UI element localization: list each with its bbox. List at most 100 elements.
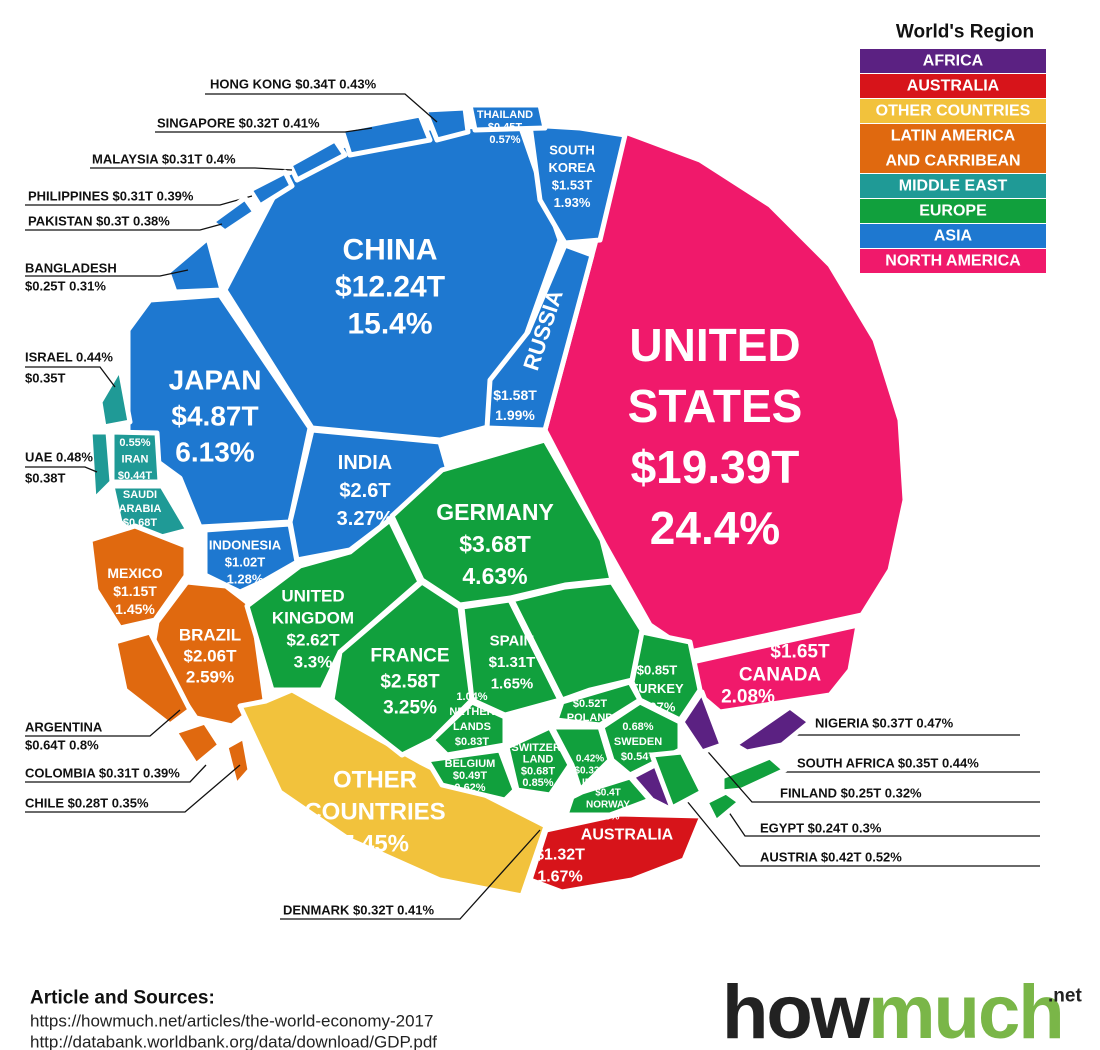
country: 1.04% NETHER LANDS $0.83T	[429, 691, 508, 758]
country-label: 3.25%	[383, 698, 437, 719]
legend-label: AND CARRIBEAN	[885, 153, 1020, 170]
country-label: $2.58T	[380, 672, 440, 693]
country-label: 0.68%	[622, 721, 653, 733]
country: ISRAEL 0.44% $0.35T	[25, 350, 133, 430]
country-label: $2.62T	[287, 631, 341, 650]
legend-swatch	[860, 99, 1046, 123]
country-label: STATES	[628, 380, 803, 432]
country: SINGAPORE $0.32T 0.41%	[155, 112, 433, 158]
country-cell	[109, 429, 163, 485]
country-label: NETHER	[449, 706, 494, 718]
legend-label: NORTH AMERICA	[885, 253, 1021, 270]
leader-line	[155, 127, 373, 133]
country-cell	[209, 195, 258, 235]
country-cell	[165, 235, 225, 295]
country-label: INDIA	[338, 452, 392, 474]
legend-label: EUROPE	[919, 203, 987, 220]
legend-label: OTHER COUNTRIES	[876, 103, 1031, 120]
country: MEXICO $1.15T 1.45%	[87, 523, 189, 631]
leader-line	[205, 93, 438, 123]
callout-label: ISRAEL 0.44%	[25, 350, 113, 365]
country: FRANCE $2.58T 3.25%	[329, 579, 475, 758]
country-label: SOUTH	[549, 143, 595, 158]
leader-line	[25, 764, 207, 783]
country-label: CANADA	[739, 665, 822, 686]
country-label: TURKEY	[630, 681, 684, 696]
callout-label: EGYPT $0.24T 0.3%	[760, 821, 882, 836]
legend-swatch	[860, 49, 1046, 73]
country-label: UNITED	[281, 587, 344, 606]
country-label: BELGIUM	[445, 758, 496, 770]
country-cell	[87, 429, 115, 503]
country-label: $1.53T	[552, 178, 593, 193]
legend-swatch	[860, 199, 1046, 223]
legend-label: LATIN AMERICA	[891, 128, 1016, 145]
country: ARGENTINA $0.64T 0.8%	[25, 629, 193, 753]
leader-line	[25, 709, 181, 737]
brand-logo: howmuch	[722, 970, 1063, 1050]
country-label: $1.65T	[770, 642, 830, 663]
country-label: NORWAY	[586, 800, 630, 811]
country: AUSTRIA $0.42T 0.52%	[681, 789, 1040, 867]
country-cell	[287, 137, 348, 183]
country-label: KINGDOM	[272, 609, 354, 628]
country-cell	[542, 129, 908, 655]
country-label: THAILAND	[477, 109, 533, 121]
country-label: BRAZIL	[179, 626, 241, 645]
country-cell	[549, 724, 613, 793]
leader-line	[25, 366, 116, 388]
country-label: JAPAN	[169, 365, 262, 396]
country-label: CHINA	[343, 234, 438, 267]
country-label: $1.15T	[113, 583, 157, 599]
country-cell	[247, 169, 295, 209]
country-label: 2.59%	[186, 668, 234, 687]
country-label: $1.32T	[535, 847, 585, 864]
country-label: 1.28%	[227, 572, 264, 587]
country-label: $1.02T	[225, 555, 266, 570]
country-label: 24.4%	[650, 502, 780, 554]
callout-label: DENMARK $0.32T 0.41%	[283, 903, 434, 918]
country-label: FRANCE	[370, 646, 449, 667]
country-cell	[172, 719, 223, 768]
legend-label: AUSTRALIA	[907, 78, 1000, 95]
country-label: 6.13%	[175, 437, 254, 468]
leader-line	[25, 223, 223, 231]
country-label: $0.52T	[573, 698, 608, 710]
country-label: SPAIN	[490, 633, 535, 650]
callout-label: NIGERIA $0.37T 0.47%	[815, 716, 954, 731]
country-label: 3.27%	[337, 508, 394, 530]
leader-line	[280, 829, 541, 920]
country-label: KOREA	[549, 160, 597, 175]
leader-line	[90, 167, 293, 171]
callout-label: PHILIPPINES $0.31T 0.39%	[28, 189, 194, 204]
country-label: 1.99%	[495, 407, 535, 423]
callout-label: PAKISTAN $0.3T 0.38%	[28, 214, 170, 229]
country-label: OTHER	[333, 767, 417, 794]
country-cell	[87, 523, 189, 631]
country-cell	[223, 734, 253, 789]
country-label: 2.08%	[721, 687, 775, 708]
country: PHILIPPINES $0.31T 0.39%	[25, 169, 295, 209]
country: SOUTH KOREA $1.53T 1.93%	[527, 122, 628, 246]
country-label: $0.54T	[621, 751, 656, 763]
country-label: SAUDI	[123, 489, 157, 501]
country-label: 0.55%	[119, 437, 150, 449]
country: SOUTH AFRICA $0.35T 0.44%	[732, 704, 1040, 773]
legend-swatch	[860, 124, 1046, 173]
country-label: $0.83T	[455, 736, 490, 748]
legend-title: World's Region	[896, 22, 1034, 43]
country-cell	[424, 747, 518, 803]
country-cell	[649, 749, 705, 811]
country-label: $12.24T	[335, 271, 445, 304]
country: INDONESIA $1.02T 1.28%	[202, 521, 300, 595]
country: AUSTRALIA $1.32T 1.67%	[527, 811, 705, 895]
legend-label: AFRICA	[923, 53, 984, 70]
country-label: 0.85%	[522, 777, 553, 789]
brand-part: how	[722, 970, 871, 1050]
country: HONG KONG $0.34T 0.43%	[205, 77, 471, 143]
country-label: LANDS	[453, 721, 491, 733]
country-label: COUNTRIES	[304, 799, 445, 826]
